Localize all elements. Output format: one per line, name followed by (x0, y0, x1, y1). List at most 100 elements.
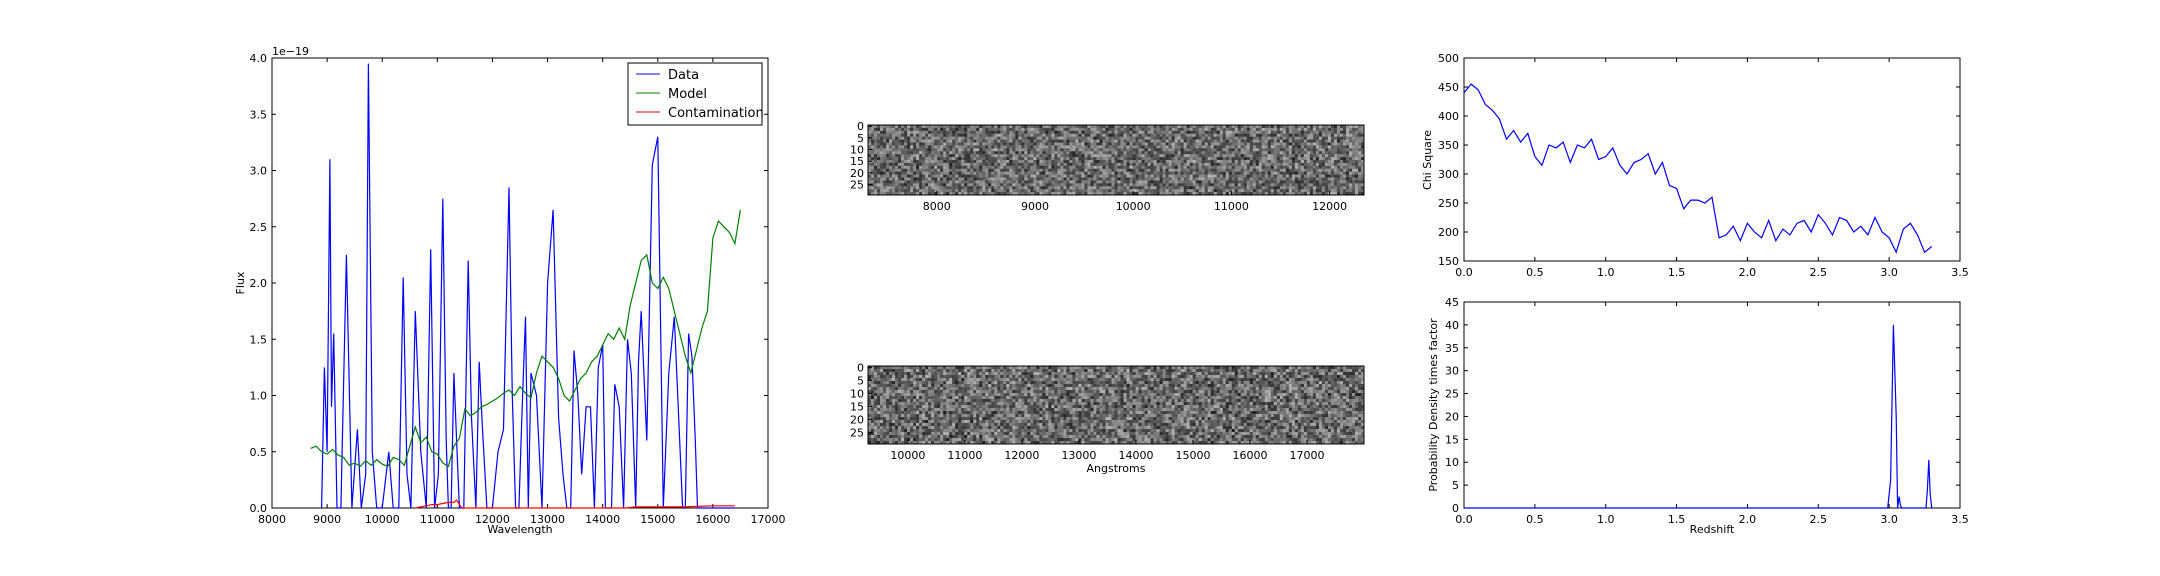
spectrum-1-pixel (919, 128, 922, 131)
flux-ytick-label: 0.0 (250, 502, 268, 515)
spectrum-1-pixel (1154, 151, 1157, 154)
spectrum-1-pixel (1316, 160, 1319, 163)
spectrum-1-pixel (1181, 186, 1184, 189)
spectrum-1-pixel (1139, 169, 1142, 172)
spectrum-1-pixel (1205, 151, 1208, 154)
spectrum-1-pixel (970, 145, 973, 148)
spectrum-1-pixel (1226, 160, 1229, 163)
spectrum-1-pixel (961, 137, 964, 140)
spectrum-1-pixel (940, 154, 943, 157)
spectrum-1-pixel (901, 157, 904, 160)
spectrum-1-pixel (949, 172, 952, 175)
spectrum-1-pixel (913, 166, 916, 169)
spectrum-1-pixel (1181, 163, 1184, 166)
spectrum-1-pixel (919, 166, 922, 169)
spectrum-1-pixel (1313, 148, 1316, 151)
spectrum-1-pixel (934, 163, 937, 166)
spectrum-2-pixel (1102, 381, 1105, 384)
spectrum-1-pixel (937, 145, 940, 148)
spectrum-2-pixel (1157, 381, 1160, 384)
spectrum-2-pixel (1105, 372, 1108, 375)
spectrum-2-pixel (1319, 372, 1322, 375)
spectrum-1-pixel (1072, 178, 1075, 181)
spectrum-1-pixel (1039, 166, 1042, 169)
spectrum-1-pixel (949, 160, 952, 163)
spectrum-1-pixel (1190, 172, 1193, 175)
spectrum-1-pixel (1256, 157, 1259, 160)
spectrum-1-pixel (1262, 178, 1265, 181)
spectrum-1-pixel (1328, 137, 1331, 140)
spectrum-2-pixel (1154, 372, 1157, 375)
spectrum-1-pixel (1352, 172, 1355, 175)
spectrum-1-pixel (880, 137, 883, 140)
spectrum-2-pixel (871, 381, 874, 384)
spectrum-1-pixel (1099, 151, 1102, 154)
spectrum-1-pixel (1241, 169, 1244, 172)
spectrum-2-pixel (1286, 372, 1289, 375)
spectrum-1-pixel (1184, 134, 1187, 137)
spectrum-1-pixel (1006, 178, 1009, 181)
spectrum-1-pixel (1030, 189, 1033, 192)
spectrum-1-pixel (1271, 145, 1274, 148)
spectrum-1-pixel (1301, 180, 1304, 183)
spectrum-2-pixel (1208, 375, 1211, 378)
spectrum-1-pixel (1358, 175, 1361, 178)
spectrum-1-pixel (1160, 186, 1163, 189)
spectrum-1-pixel (1045, 140, 1048, 143)
spectrum-1-pixel (1283, 145, 1286, 148)
spectrum-1-pixel (1060, 140, 1063, 143)
spectrum-1-pixel (1006, 148, 1009, 151)
spectrum-1-pixel (1238, 183, 1241, 186)
spectrum-1-pixel (1301, 189, 1304, 192)
spectrum-1-pixel (1093, 131, 1096, 134)
spectrum-1-pixel (1111, 180, 1114, 183)
spectrum-1-pixel (1307, 128, 1310, 131)
spectrum-1-pixel (1358, 189, 1361, 192)
spectrum-2-pixel (871, 372, 874, 375)
spectrum-1-pixel (1057, 128, 1060, 131)
spectrum-2-pixel (1181, 372, 1184, 375)
spectrum-1-pixel (1133, 131, 1136, 134)
spectrum-2-pixel (883, 372, 886, 375)
spectrum-2-pixel (1307, 369, 1310, 372)
spectrum-1-pixel (1024, 140, 1027, 143)
spectrum-1-pixel (913, 186, 916, 189)
spectrum-1-pixel (1048, 189, 1051, 192)
spectrum-1-pixel (1145, 143, 1148, 146)
spectrum-1-pixel (1196, 169, 1199, 172)
spectrum-1-pixel (1172, 145, 1175, 148)
spectrum-1-pixel (1298, 166, 1301, 169)
spectrum-1-pixel (1036, 140, 1039, 143)
spectrum-1-pixel (997, 163, 1000, 166)
spectrum-2-pixel (1157, 369, 1160, 372)
spectrum-1-pixel (1322, 148, 1325, 151)
spectrum-1-pixel (1069, 140, 1072, 143)
spectrum-1-pixel (979, 175, 982, 178)
spectrum-1-pixel (925, 151, 928, 154)
spectrum-1-pixel (1334, 178, 1337, 181)
spectrum-1-pixel (1021, 180, 1024, 183)
spectrum-1-pixel (1280, 131, 1283, 134)
spectrum-1-pixel (1039, 189, 1042, 192)
spectrum-1-pixel (913, 154, 916, 157)
spectrum-1-pixel (904, 137, 907, 140)
spectrum-1-pixel (1075, 186, 1078, 189)
spectrum-1-pixel (1130, 186, 1133, 189)
spectrum-1-pixel (913, 131, 916, 134)
spectrum-1-pixel (1130, 183, 1133, 186)
spectrum-1-pixel (1202, 175, 1205, 178)
flux-ytick-label: 3.5 (250, 108, 268, 121)
spectrum-1-pixel (1268, 151, 1271, 154)
spectrum-1-pixel (1054, 186, 1057, 189)
spectrum-2-pixel (928, 378, 931, 381)
spectrum-1-pixel (1292, 128, 1295, 131)
spectrum-1-pixel (1139, 189, 1142, 192)
spectrum-1-pixel (1262, 172, 1265, 175)
spectrum-2-pixel (1127, 381, 1130, 384)
spectrum-1-pixel (1057, 143, 1060, 146)
spectrum-1-pixel (1250, 166, 1253, 169)
spectrum-1-pixel (1349, 145, 1352, 148)
spectrum-1-pixel (1211, 183, 1214, 186)
spectrum-1-pixel (1057, 166, 1060, 169)
spectrum-1-pixel (1163, 157, 1166, 160)
